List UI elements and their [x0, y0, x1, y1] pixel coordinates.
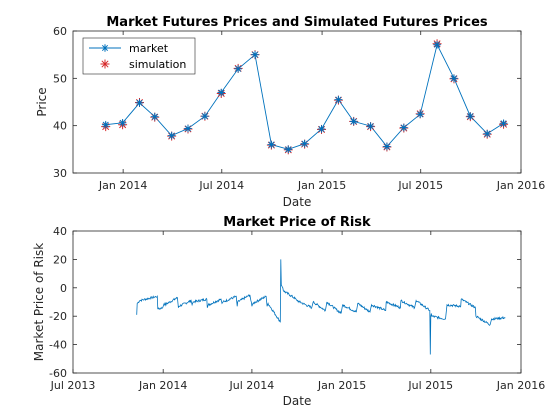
market-point	[349, 117, 358, 126]
risk-chart-ytick-label: -40	[49, 339, 67, 352]
market-point	[167, 131, 176, 140]
price-chart-xtick-label: Jan 2015	[297, 179, 346, 192]
risk-chart-ytick-label: 0	[60, 282, 67, 295]
price-chart-ytick-label: 40	[53, 120, 67, 133]
market-point	[499, 119, 508, 128]
market-point	[400, 123, 408, 132]
price-chart-ytick-label: 60	[53, 25, 67, 38]
risk-chart-xtick-label: Jul 2014	[229, 379, 275, 392]
risk-chart-ytick-label: -20	[49, 310, 67, 323]
price-chart-ytick-label: 50	[53, 72, 67, 85]
market-point	[433, 40, 441, 49]
legend-market-marker	[101, 44, 109, 52]
risk-chart-ticks: Jul 2013 Jan 2014 Jul 2014 Jan 2015 Jul 2015…	[49, 225, 545, 392]
risk-chart-title: Market Price of Risk	[223, 215, 371, 230]
market-point	[416, 110, 424, 119]
price-chart-xtick-label: Jul 2015	[397, 179, 443, 192]
risk-chart-xtick-label: Jul 2015	[407, 379, 453, 392]
price-chart-series	[101, 39, 509, 155]
market-point	[317, 125, 326, 133]
risk-chart: Market Price of Risk Jul 2013 Jan 2014 Jul…	[32, 215, 545, 408]
risk-chart-xtick-label: Jan 2014	[138, 379, 187, 392]
legend-market-asterisk	[101, 44, 109, 52]
price-chart-title: Market Futures Prices and Simulated Futu…	[106, 15, 488, 30]
price-chart-xtick-label: Jan 2014	[98, 179, 147, 192]
price-chart-ylabel: Price	[35, 87, 49, 116]
market-point	[300, 139, 309, 148]
price-chart-ytick-label: 30	[53, 167, 67, 180]
legend-box	[82, 37, 196, 75]
market-point	[450, 74, 458, 83]
market-point	[184, 124, 192, 133]
market-point	[201, 112, 209, 120]
risk-chart-series	[136, 259, 506, 355]
legend-simulation-marker	[100, 59, 110, 69]
market-point	[483, 129, 492, 138]
market-point	[267, 140, 276, 149]
risk-chart-xtick-label: Jan 2016	[496, 379, 545, 392]
market-point	[234, 65, 242, 73]
price-chart-xlabel: Date	[283, 195, 312, 209]
market-point	[101, 120, 110, 129]
risk-chart-ytick-label: -60	[49, 367, 67, 380]
risk-chart-xtick-label: Jan 2015	[317, 379, 366, 392]
price-chart: Market Futures Prices and Simulated Futu…	[35, 15, 545, 209]
price-chart-xtick-label: Jan 2016	[496, 179, 545, 192]
market-point	[366, 122, 375, 130]
market-price-of-risk-line	[136, 259, 506, 355]
legend: market simulation	[82, 37, 196, 75]
market-point	[334, 95, 343, 104]
risk-chart-axes-box	[72, 230, 522, 374]
market-point	[383, 142, 391, 151]
risk-chart-xlabel: Date	[283, 394, 312, 408]
market-point	[118, 119, 127, 127]
legend-simulation-asterisk	[100, 59, 110, 69]
legend-simulation-label: simulation	[129, 58, 186, 71]
risk-chart-ylabel: Market Price of Risk	[32, 243, 46, 361]
price-chart-ticks: Jan 2014 Jul 2014 Jan 2015 Jul 2015 Jan 2016…	[53, 25, 545, 192]
risk-chart-ytick-label: 40	[53, 225, 67, 238]
risk-chart-xtick-label: Jul 2013	[50, 379, 96, 392]
market-point	[466, 112, 475, 120]
market-point	[150, 112, 159, 121]
market-point	[284, 145, 293, 154]
market-point	[135, 99, 144, 107]
market-point	[217, 88, 226, 97]
price-chart-xtick-label: Jul 2014	[198, 179, 244, 192]
market-point	[251, 50, 259, 59]
legend-market-label: market	[129, 42, 169, 55]
risk-chart-ytick-label: 20	[53, 253, 67, 266]
